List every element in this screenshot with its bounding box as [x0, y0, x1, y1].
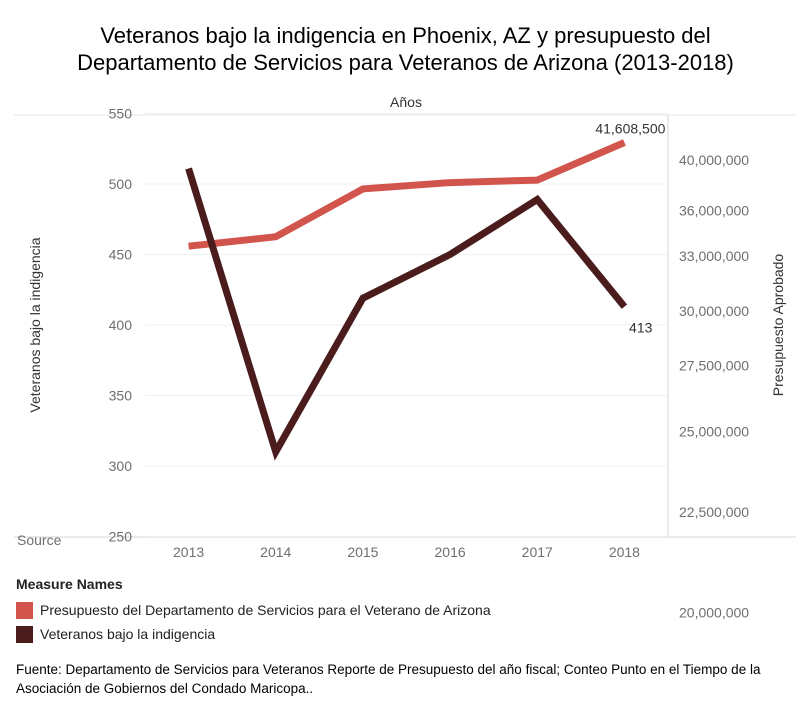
y-right-tick-label: 36,000,000	[679, 202, 749, 218]
grid-layer	[14, 113, 796, 538]
x-axis-title: Años	[390, 94, 422, 110]
source-label: Source	[17, 532, 62, 548]
y-left-tick-label: 250	[109, 529, 133, 545]
y-left-tick-label: 400	[109, 317, 133, 333]
label-layer: 41,608,500 413	[595, 121, 665, 336]
y-left-tick-label: 350	[109, 388, 133, 404]
x-tick-label: 2017	[522, 544, 553, 560]
legend-item-presupuesto[interactable]: Presupuesto del Departamento de Servicio…	[16, 598, 491, 622]
y-right-axis-title: Presupuesto Aprobado	[770, 254, 786, 397]
legend-label-veteranos: Veteranos bajo la indigencia	[40, 626, 216, 642]
end-label-presupuesto: 41,608,500	[595, 121, 665, 137]
y-right-tick-label: 27,500,000	[679, 358, 749, 374]
chart-title-line-2: Departamento de Servicios para Veteranos…	[77, 50, 734, 75]
y-left-tick-label: 550	[109, 106, 133, 122]
y-right-tick-label: 20,000,000	[679, 605, 749, 621]
source-footnote: Fuente: Departamento de Servicios para V…	[16, 662, 761, 696]
legend-swatch-veteranos	[16, 625, 33, 643]
x-tick-label: 2015	[347, 544, 378, 560]
y-right-tick-label: 40,000,000	[679, 152, 749, 168]
legend-label-presupuesto: Presupuesto del Departamento de Servicio…	[40, 602, 491, 618]
y-right-tick-label: 33,000,000	[679, 248, 749, 264]
x-tick-label: 2014	[260, 544, 291, 560]
y-right-tick-label: 25,000,000	[679, 424, 749, 440]
legend-swatch-presupuesto	[16, 601, 33, 619]
series-line-presupuesto	[188, 139, 626, 250]
y-right-tick-label: 30,000,000	[679, 303, 749, 319]
x-tick-label: 2016	[435, 544, 466, 560]
y-left-tick-label: 300	[109, 458, 133, 474]
legend: Measure Names Presupuesto del Departamen…	[16, 576, 491, 646]
y-left-tick-label: 450	[109, 247, 133, 263]
x-tick-label: 2018	[609, 544, 640, 560]
legend-item-veteranos[interactable]: Veteranos bajo la indigencia	[16, 622, 491, 646]
legend-title: Measure Names	[16, 576, 123, 592]
chart-title: Veteranos bajo la indigencia en Phoenix,…	[0, 22, 811, 76]
axis-layer: 550 500 450 400 350 300 250 40,000,000 36,000,00…	[17, 94, 786, 621]
series-line-veteranos	[185, 167, 628, 461]
series-layer	[185, 139, 628, 461]
chart-title-line-1: Veteranos bajo la indigencia en Phoenix,…	[100, 23, 711, 48]
y-left-axis-title: Veteranos bajo la indigencia	[27, 237, 43, 412]
x-tick-label: 2013	[173, 544, 204, 560]
end-label-veteranos: 413	[629, 320, 653, 336]
y-left-tick-label: 500	[109, 176, 133, 192]
y-right-tick-label: 22,500,000	[679, 504, 749, 520]
